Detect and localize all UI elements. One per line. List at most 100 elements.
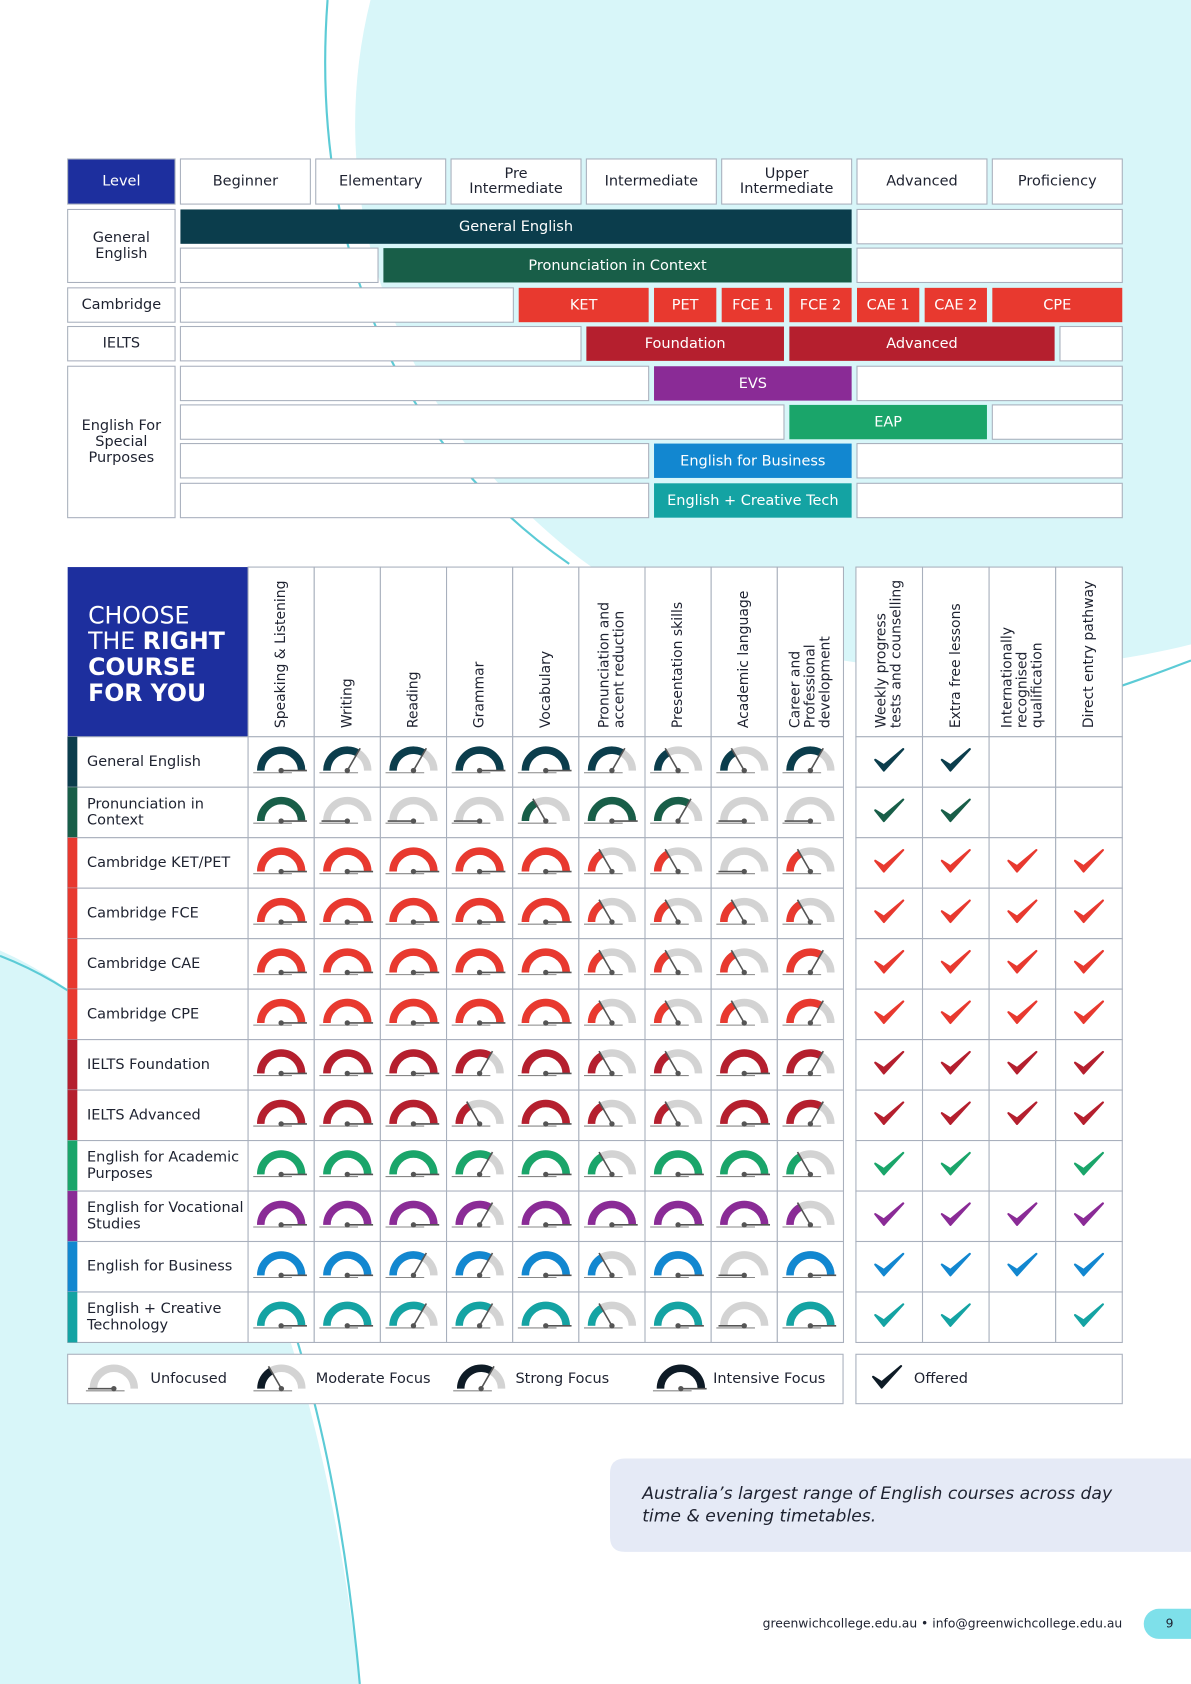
gauge-hub [410,767,417,774]
gauge-track [89,1364,139,1389]
gauge-fill [256,948,306,973]
cell [776,988,845,1041]
gauge-hub [741,1121,747,1127]
focus-gauge [716,847,769,875]
focus-gauge [385,847,440,875]
gauge-fill [389,948,438,973]
gauge-track [389,796,438,822]
cell [585,158,717,205]
cell [578,837,646,889]
gauge-hub [741,919,747,925]
course-bar [654,483,852,518]
cell [313,1039,381,1091]
focus-gauge [584,847,637,875]
gauge-hub [476,1272,483,1279]
cell [313,1140,381,1192]
focus-gauge [584,1049,637,1077]
focus-gauge [716,746,769,774]
gauge-fill [587,901,604,923]
gauge-fill [521,897,570,923]
course-name: Technology [86,1317,169,1333]
gauge-hub [741,1171,747,1178]
focus-gauge [716,1301,769,1329]
gauge-needle [598,1252,613,1276]
gauge-fill [720,1099,769,1125]
gauge-fill [786,998,823,1024]
gauge-fill [455,998,504,1024]
gauge-fill [455,948,504,973]
gauge-track [786,796,835,822]
check-mark [874,1151,905,1176]
gauge-fill [653,1251,703,1276]
focus-gauge [385,1099,440,1127]
gauge-fill [786,1153,803,1175]
cell [446,1240,514,1293]
cell [776,566,845,738]
course-bar-label: English for Business [680,453,825,469]
row-color-bar [67,837,78,889]
check-mark [940,1303,971,1327]
gauge-hub [609,818,615,824]
gauge-needle [598,1050,613,1074]
cell [313,566,381,738]
gauge-hub [344,818,350,824]
focus-gauge [716,796,769,824]
cell [776,1089,845,1142]
cell [1055,786,1123,839]
gauge-hub [278,1171,284,1178]
focus-gauge [451,1049,504,1077]
check-mark [1073,1303,1105,1327]
focus-gauge [517,948,572,976]
row-color-bar [67,787,78,838]
cell [179,287,514,323]
gauge-fill [653,1200,703,1226]
course-bar-label: General English [459,219,573,235]
gauge-fill [587,1052,604,1074]
gauge-fill [521,800,538,822]
gauge-track [720,847,769,872]
gauge-needle [664,848,679,872]
course-bar [857,287,920,323]
focus-gauge [584,1301,637,1329]
cell [644,1089,712,1142]
gauge-hub [278,1385,285,1392]
column-header: Academic language [736,591,752,729]
gauge-fill [323,1301,372,1327]
gauge-hub [410,1070,417,1077]
course-bar [992,287,1123,323]
page-number: 9 [1166,1616,1174,1630]
gauge-hub [278,767,284,774]
cell [512,938,580,990]
row-color-bar [67,888,78,939]
gauge-hub [807,1272,814,1279]
focus-gauge [319,746,372,774]
gauge-fill [587,850,604,872]
gauge-fill [256,847,306,872]
gauge-hub [675,1323,681,1329]
cell [379,887,448,940]
focus-gauge [253,847,307,875]
check-mark [940,798,971,823]
focus-gauge [319,796,372,824]
focus-gauge [584,746,637,774]
cell [247,1039,315,1091]
gauge-fill [656,1364,706,1389]
focus-gauge [782,1200,835,1228]
check-mark [874,899,905,924]
matrix-heading-cell [67,567,249,737]
focus-gauge [650,796,703,824]
gauge-hub [543,1323,549,1329]
focus-gauge [451,746,506,774]
gauge-hub [410,1020,417,1026]
course-name: Pronunciation in [87,796,204,812]
gauge-hub [344,969,350,976]
cell [179,365,650,402]
gauge-needle [598,1303,613,1327]
focus-gauge [517,1301,572,1329]
group-cell [67,208,176,284]
gauge-needle [677,798,692,822]
gauge-fill [389,998,438,1024]
gauge-fill [720,1150,769,1175]
row-label-cell [67,1291,249,1343]
